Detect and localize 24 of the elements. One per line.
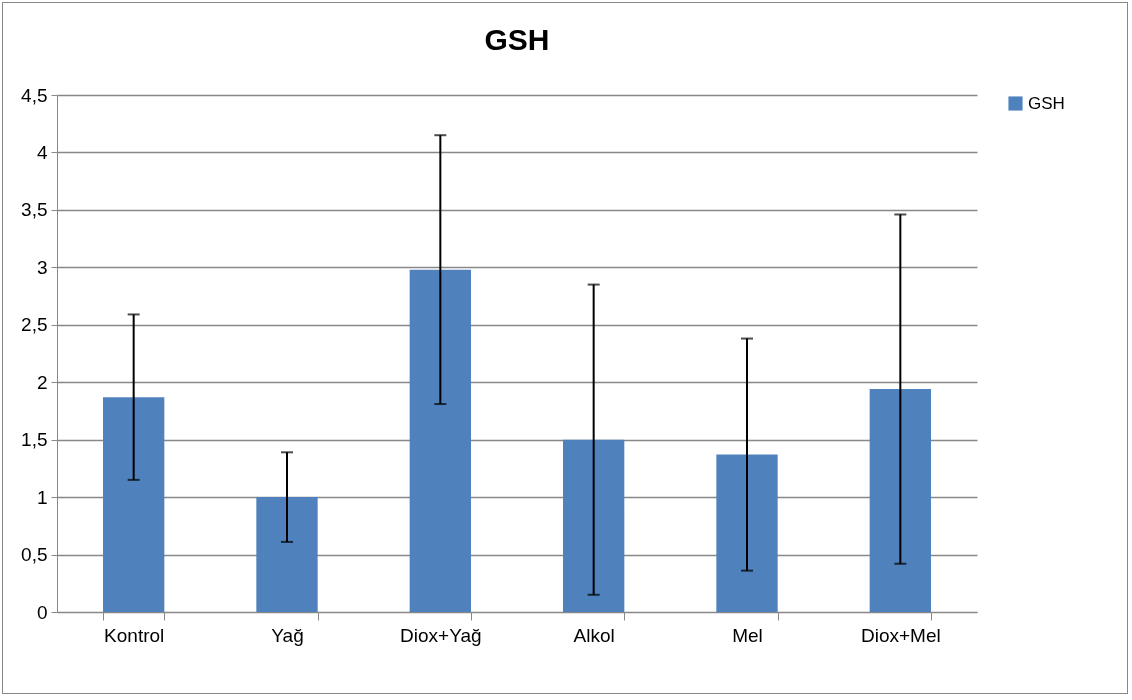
- bar: [409, 269, 471, 612]
- y-tick-label: 2,5: [21, 314, 48, 336]
- x-tick-label: Diox+Mel: [860, 624, 941, 646]
- bar: [869, 389, 931, 612]
- chart-title: GSH: [484, 23, 550, 56]
- x-tick-label: Yağ: [271, 624, 304, 646]
- y-tick-label: 3: [36, 256, 48, 278]
- y-tick-label: 4,5: [21, 84, 48, 106]
- bar: [563, 439, 625, 612]
- y-tick-label: 2: [36, 371, 48, 393]
- y-tick-label: 1: [36, 486, 48, 508]
- bar: [716, 454, 778, 612]
- bar: [103, 397, 165, 612]
- y-tick-label: 0: [36, 601, 48, 623]
- x-tick-label: Kontrol: [104, 624, 165, 646]
- x-tick-label: Mel: [732, 624, 763, 646]
- x-tick-label: Alkol: [573, 624, 615, 646]
- legend-label: GSH: [1028, 93, 1065, 113]
- y-tick-label: 4: [36, 141, 48, 163]
- y-tick-label: 3,5: [21, 199, 48, 221]
- y-tick-label: 1,5: [21, 429, 48, 451]
- x-tick-label: Diox+Yağ: [400, 624, 482, 646]
- y-tick-label: 0,5: [21, 544, 48, 566]
- bar: [256, 497, 318, 612]
